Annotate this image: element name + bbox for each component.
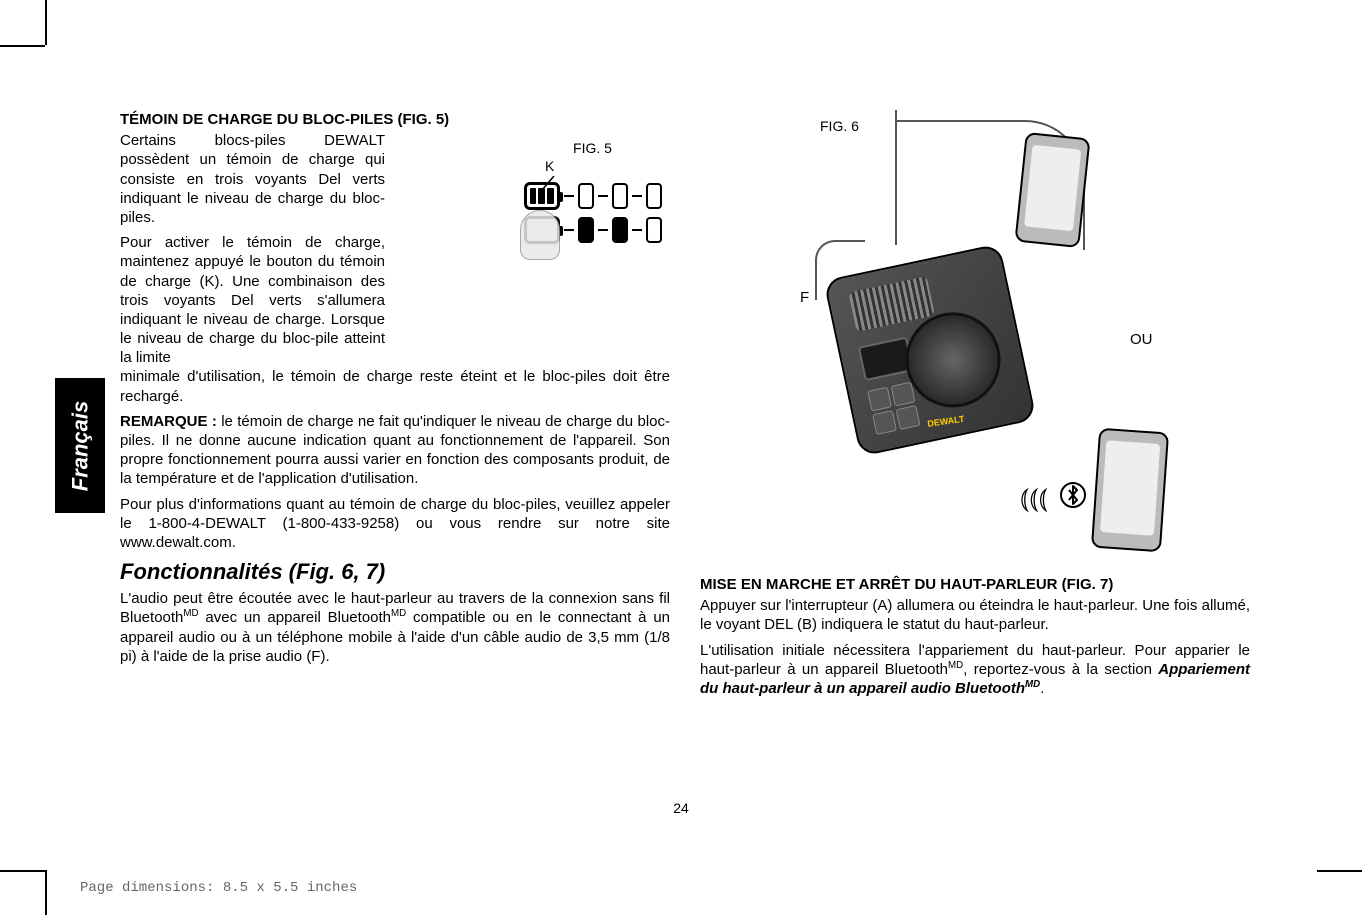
bluetooth-icon [1060,482,1086,508]
phone-bluetooth-icon [1091,428,1169,553]
text: Certains blocs-piles DEWALT possèdent un… [120,132,385,226]
led-icon [646,217,662,243]
heading-charge-indicator: TÉMOIN DE CHARGE DU BLOC-PILES (FIG. 5) [120,110,670,129]
section-title-fonctionnalites: Fonctionnalités (Fig. 6, 7) [120,558,670,586]
language-tab-label: Français [67,400,93,491]
footer-dimensions: Page dimensions: 8.5 x 5.5 inches [80,880,357,896]
text: Pour plus d'informations quant au témoin… [120,496,670,551]
paragraph: Appuyer sur l'interrupteur (A) allumera … [700,596,1250,634]
paragraph: Certains blocs-piles DEWALT possèdent un… [120,131,385,227]
heading-power: MISE EN MARCHE ET ARRÊT DU HAUT-PARLEUR … [700,575,1250,594]
superscript: MD [948,660,963,671]
text: . [1040,680,1044,697]
paragraph: L'utilisation initiale nécessitera l'app… [700,641,1250,699]
bluetooth-waves-icon: ⦅⦅⦅ [1020,480,1048,516]
led-icon [612,217,628,243]
thumb-press-icon [520,210,560,260]
figure-5-label: FIG. 5 [515,140,670,158]
speaker-device-icon: DEWALT [823,243,1036,456]
text: Pour activer le témoin de charge, mainte… [120,233,385,367]
led-icon [578,217,594,243]
figure-6: FIG. 6 F DEWALT OU ⦅⦅⦅ [700,110,1250,570]
crop-mark [45,0,47,45]
figure-5-k-label: K [515,158,670,176]
right-column: FIG. 6 F DEWALT OU ⦅⦅⦅ [700,110,1250,730]
led-icon [612,183,628,209]
f-callout-label: F [800,288,809,307]
paragraph: Pour plus d'informations quant au témoin… [120,495,670,553]
superscript: MD [391,608,406,619]
led-icon [646,183,662,209]
ou-label: OU [1130,330,1153,349]
language-tab: Français [55,378,105,513]
superscript: MD [183,608,198,619]
crop-mark [45,870,47,915]
crop-mark [0,870,45,872]
paragraph-remarque: REMARQUE : le témoin de charge ne fait q… [120,412,670,489]
crop-mark [1317,870,1362,872]
text: , reportez-vous à la section [963,661,1158,678]
led-icon [578,183,594,209]
right-column-text: MISE EN MARCHE ET ARRÊT DU HAUT-PARLEUR … [700,575,1250,704]
battery-indicator-row [515,182,670,210]
crop-mark [0,45,45,47]
battery-indicator-row-pressed [515,216,670,244]
phone-wired-icon [1014,132,1090,248]
text: minimale d'utilisation, le témoin de cha… [120,368,670,404]
page-content: TÉMOIN DE CHARGE DU BLOC-PILES (FIG. 5) … [120,110,1250,730]
audio-cable-icon [895,110,897,245]
paragraph: L'audio peut être écoutée avec le haut-p… [120,589,670,666]
remarque-label: REMARQUE : [120,413,217,430]
page-number: 24 [673,800,689,816]
figure-5: FIG. 5 K [515,140,670,340]
battery-icon [524,182,560,210]
text: avec un appareil Bluetooth [199,609,391,626]
left-column: TÉMOIN DE CHARGE DU BLOC-PILES (FIG. 5) … [120,110,670,730]
figure-6-label: FIG. 6 [820,118,859,136]
